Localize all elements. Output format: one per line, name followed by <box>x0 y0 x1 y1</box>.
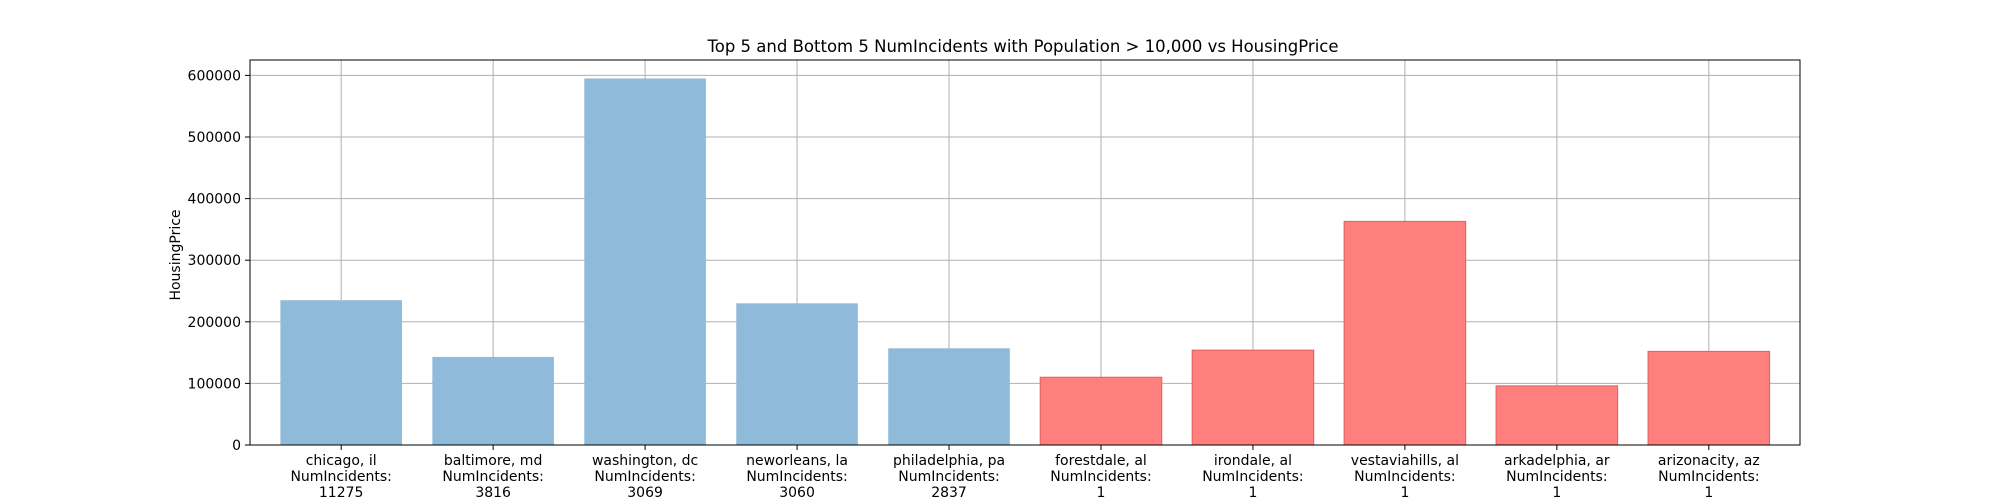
bar-bottom-8 <box>1495 385 1619 446</box>
x-tick-incident-count: 11275 <box>319 485 364 500</box>
x-tick-label: arizonacity, az <box>1658 453 1760 469</box>
x-tick-label: irondale, al <box>1214 453 1292 469</box>
x-tick-incident-count: 2837 <box>931 485 967 500</box>
y-axis-label: HousingPrice <box>168 209 184 300</box>
x-tick-incident-caption: NumIncidents: <box>746 469 847 485</box>
x-tick-label: forestdale, al <box>1055 453 1147 469</box>
x-tick-incident-caption: NumIncidents: <box>1658 469 1759 485</box>
chart-title: Top 5 and Bottom 5 NumIncidents with Pop… <box>706 37 1338 56</box>
y-tick-label: 300000 <box>188 253 241 269</box>
x-tick-label: arkadelphia, ar <box>1504 453 1610 469</box>
bar-top-4 <box>888 348 1010 445</box>
y-tick-label: 200000 <box>188 315 241 331</box>
x-tick-incident-count: 1 <box>1400 485 1409 500</box>
x-tick-incident-caption: NumIncidents: <box>1506 469 1607 485</box>
bars <box>280 78 1771 446</box>
x-tick-incident-caption: NumIncidents: <box>1354 469 1455 485</box>
x-axis-ticks: chicago, ilNumIncidents:11275baltimore, … <box>290 445 1760 500</box>
bar-top-3 <box>736 303 858 445</box>
bar-bottom-5 <box>1039 376 1163 446</box>
x-tick-incident-count: 1 <box>1704 485 1713 500</box>
x-tick-label: neworleans, la <box>746 453 848 469</box>
y-tick-label: 0 <box>232 438 241 454</box>
bar-bottom-7 <box>1343 220 1467 446</box>
x-tick-label: chicago, il <box>306 453 377 469</box>
x-tick-label: vestaviahills, al <box>1351 453 1459 469</box>
x-tick-incident-count: 1 <box>1552 485 1561 500</box>
x-tick-label: washington, dc <box>592 453 698 469</box>
bar-bottom-9 <box>1647 350 1771 446</box>
bar-top-0 <box>280 300 402 445</box>
y-tick-label: 500000 <box>188 130 241 146</box>
y-tick-label: 400000 <box>188 192 241 208</box>
x-tick-incident-caption: NumIncidents: <box>594 469 695 485</box>
x-tick-incident-count: 3060 <box>779 485 815 500</box>
y-axis-ticks: 0 100000 200000 300000 400000 500000 600000 <box>188 68 250 454</box>
bar-top-1 <box>432 356 554 445</box>
x-tick-incident-caption: NumIncidents: <box>1050 469 1151 485</box>
x-tick-label: philadelphia, pa <box>893 453 1005 469</box>
x-tick-incident-count: 3816 <box>475 485 511 500</box>
bar-bottom-6 <box>1191 349 1315 446</box>
x-tick-incident-count: 1 <box>1248 485 1257 500</box>
bar-top-2 <box>584 78 706 445</box>
plot-frame <box>249 59 1801 446</box>
x-tick-incident-caption: NumIncidents: <box>442 469 543 485</box>
x-tick-incident-caption: NumIncidents: <box>290 469 391 485</box>
x-tick-label: baltimore, md <box>444 453 542 469</box>
y-tick-label: 100000 <box>188 376 241 392</box>
y-tick-label: 600000 <box>188 68 241 84</box>
x-tick-incident-caption: NumIncidents: <box>898 469 999 485</box>
x-tick-incident-count: 3069 <box>627 485 663 500</box>
x-tick-incident-caption: NumIncidents: <box>1202 469 1303 485</box>
x-tick-incident-count: 1 <box>1097 485 1106 500</box>
